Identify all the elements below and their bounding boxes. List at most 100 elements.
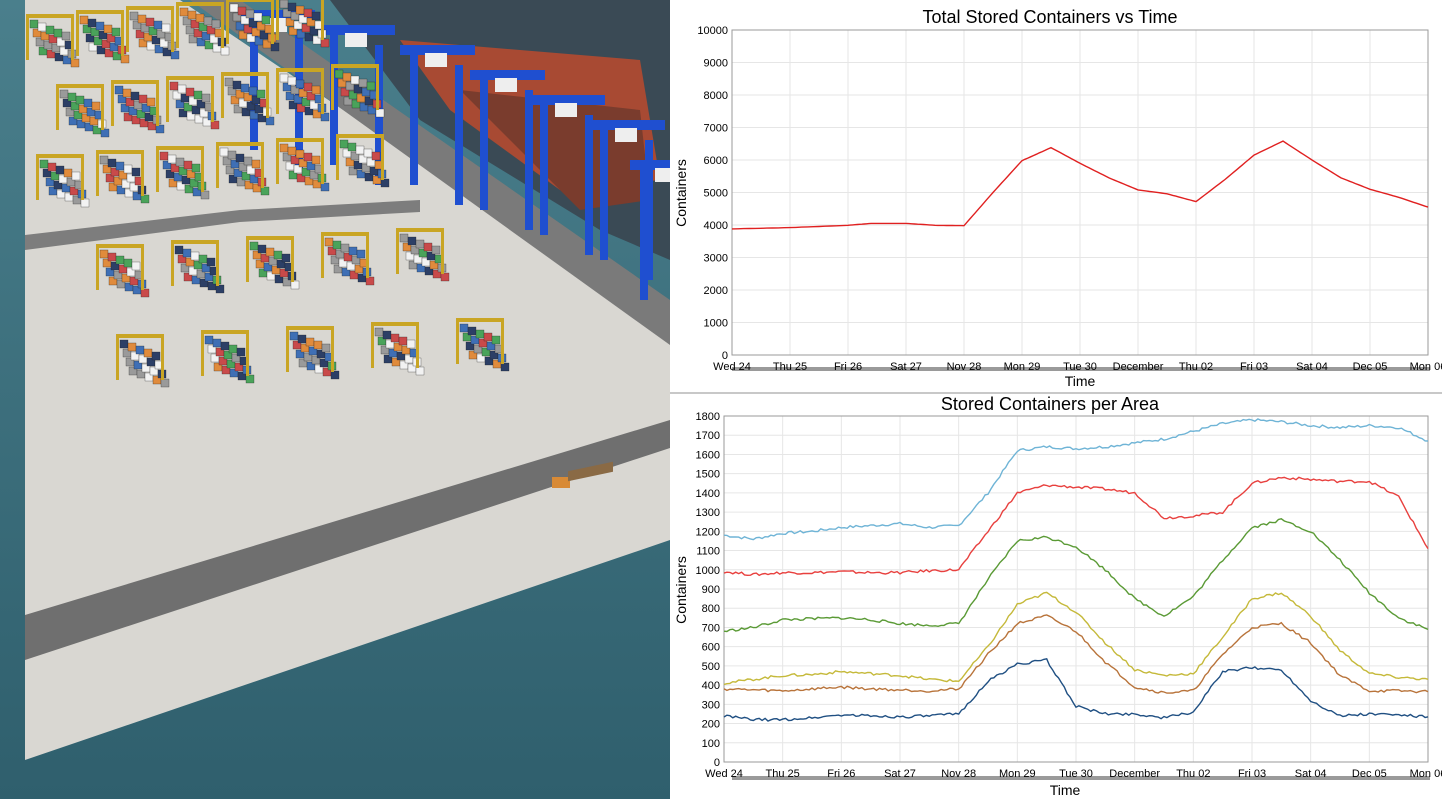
container-block [456, 318, 510, 372]
x-tick-label: Sat 04 [1296, 361, 1328, 373]
x-tick-label: Sat 04 [1295, 768, 1327, 780]
container-block [96, 244, 150, 298]
series-line-0 [731, 140, 1429, 230]
container-block [111, 80, 165, 134]
plot-area [723, 415, 1429, 763]
y-tick-label: 3000 [704, 253, 728, 265]
terminal-3d-scene[interactable] [0, 0, 670, 799]
container-block [201, 330, 255, 384]
container-block [396, 228, 450, 282]
y-tick-label: 1000 [704, 318, 728, 330]
y-tick-label: 1100 [696, 546, 720, 558]
y-tick-label: 1800 [696, 411, 720, 423]
x-tick-label: Sat 27 [890, 361, 922, 373]
x-tick-label: Dec 05 [1353, 361, 1388, 373]
container-block [176, 2, 230, 56]
terminal-3d-view[interactable] [0, 0, 670, 799]
y-tick-label: 8000 [704, 90, 728, 102]
y-tick-label: 2000 [704, 285, 728, 297]
series-line-0 [723, 418, 1429, 541]
y-tick-label: 1000 [696, 565, 720, 577]
x-tick-label: Fri 26 [827, 768, 855, 780]
series-line-3 [723, 591, 1429, 686]
y-tick-label: 400 [702, 680, 720, 692]
series-line-4 [723, 614, 1429, 694]
y-tick-label: 200 [702, 719, 720, 731]
y-tick-label: 600 [702, 642, 720, 654]
quay-crane [470, 70, 545, 230]
y-tick-label: 800 [702, 603, 720, 615]
x-tick-label: Nov 28 [947, 361, 982, 373]
x-tick-label: Nov 28 [941, 768, 976, 780]
y-tick-label: 300 [702, 699, 720, 711]
cross-road [25, 200, 420, 250]
container-block [56, 84, 110, 138]
x-tick-label: December [1109, 768, 1160, 780]
y-tick-label: 5000 [704, 188, 728, 200]
container-block [76, 10, 130, 64]
quay-crane [530, 95, 605, 255]
x-tick-label: Mon 29 [999, 768, 1036, 780]
x-tick-label: Wed 24 [705, 768, 743, 780]
y-tick-label: 1200 [696, 526, 720, 538]
container-block [321, 232, 375, 286]
y-tick-label: 1500 [696, 469, 720, 481]
y-axis-label: Containers [673, 556, 689, 624]
y-tick-label: 100 [702, 738, 720, 750]
container-block [96, 150, 150, 204]
x-axis-label: Time [1065, 373, 1096, 389]
y-tick-label: 4000 [704, 220, 728, 232]
y-tick-label: 6000 [704, 155, 728, 167]
container-block [26, 14, 80, 68]
x-tick-label: Thu 02 [1179, 361, 1213, 373]
x-tick-label: Wed 24 [713, 361, 751, 373]
container-block [336, 134, 390, 188]
truck [552, 461, 613, 488]
container-block [331, 64, 385, 118]
container-block [171, 240, 225, 294]
lower-road [25, 420, 670, 660]
y-tick-label: 0 [722, 350, 728, 362]
container-block [246, 236, 300, 290]
container-block [216, 142, 270, 196]
container-block [371, 322, 425, 376]
container-block [221, 72, 275, 126]
plot-area [731, 29, 1429, 356]
x-tick-label: December [1113, 361, 1164, 373]
container-block [166, 76, 220, 130]
y-tick-label: 0 [714, 757, 720, 769]
y-tick-label: 7000 [704, 123, 728, 135]
container-block [276, 0, 330, 48]
series-line-2 [723, 518, 1429, 633]
quay-crane [400, 45, 475, 205]
x-tick-label: Fri 03 [1238, 768, 1266, 780]
containers-per-area-plot: Stored Containers per Area Containers Ti… [673, 394, 1442, 798]
y-tick-label: 1400 [696, 488, 720, 500]
y-tick-label: 900 [702, 584, 720, 596]
container-block [226, 0, 280, 52]
x-tick-label: Thu 25 [773, 361, 807, 373]
series-line-1 [723, 476, 1429, 577]
container-block [126, 6, 180, 60]
chart-title: Total Stored Containers vs Time [922, 7, 1177, 27]
quay-crane [590, 120, 665, 280]
container-block [276, 68, 330, 122]
x-tick-label: Dec 05 [1352, 768, 1387, 780]
x-tick-label: Sat 27 [884, 768, 916, 780]
y-tick-label: 700 [702, 622, 720, 634]
x-tick-label: Mon 06 [1410, 361, 1442, 373]
y-tick-label: 10000 [697, 25, 728, 37]
time-scrollbar[interactable] [732, 367, 1430, 371]
x-tick-label: Thu 25 [766, 768, 800, 780]
containers-per-area-chart: Stored Containers per Area Containers Ti… [670, 394, 1442, 799]
time-scrollbar[interactable] [732, 776, 1430, 780]
x-tick-label: Tue 30 [1059, 768, 1093, 780]
y-tick-label: 500 [702, 661, 720, 673]
y-axis-label: Containers [673, 159, 689, 227]
total-containers-chart: Total Stored Containers vs Time Containe… [670, 0, 1442, 394]
container-block [286, 326, 340, 380]
container-block [36, 154, 90, 208]
x-tick-label: Fri 03 [1240, 361, 1268, 373]
quay-crane [630, 160, 670, 300]
series-line-5 [723, 658, 1429, 722]
